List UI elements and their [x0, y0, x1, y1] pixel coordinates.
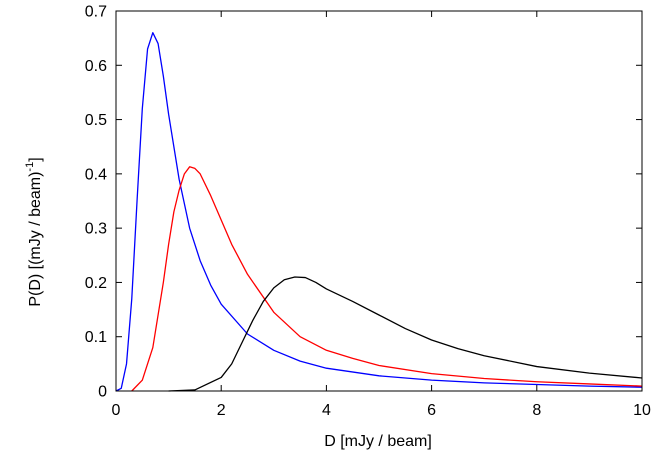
x-tick-label: 2 — [217, 402, 226, 419]
y-tick-label: 0.5 — [85, 112, 107, 129]
y-tick-label: 0 — [98, 384, 107, 401]
x-axis-title: D [mJy / beam] — [324, 433, 432, 450]
y-axis-title: P(D) [(mJy / beam)-1] — [24, 157, 44, 306]
y-tick-label: 0.7 — [85, 4, 107, 21]
ticks-layer — [115, 10, 643, 392]
y-tick-label: 0.6 — [85, 58, 107, 75]
series-line-2 — [168, 276, 643, 392]
y-tick-label: 0.4 — [85, 166, 107, 183]
x-tick-label: 6 — [427, 402, 436, 419]
series-layer — [115, 32, 643, 392]
y-axis-title-end: ] — [27, 157, 44, 161]
plot-frame — [115, 10, 643, 392]
x-tick-label: 0 — [112, 402, 121, 419]
series-line-0 — [115, 32, 643, 392]
y-tick-label: 0.2 — [85, 275, 107, 292]
y-tick-label: 0.1 — [85, 329, 107, 346]
y-tick-label: 0.3 — [85, 221, 107, 238]
x-tick-label: 10 — [633, 402, 651, 419]
y-axis-title-exponent: -1 — [24, 162, 36, 172]
x-tick-label: 8 — [532, 402, 541, 419]
y-axis-title-main: P(D) [(mJy / beam) — [27, 172, 44, 307]
series-line-1 — [131, 166, 643, 392]
x-tick-label: 4 — [322, 402, 331, 419]
labels-layer: 0 2 4 6 8 10 0 0.1 0.2 0.3 0.4 0.5 0.6 0.7 — [85, 4, 651, 420]
